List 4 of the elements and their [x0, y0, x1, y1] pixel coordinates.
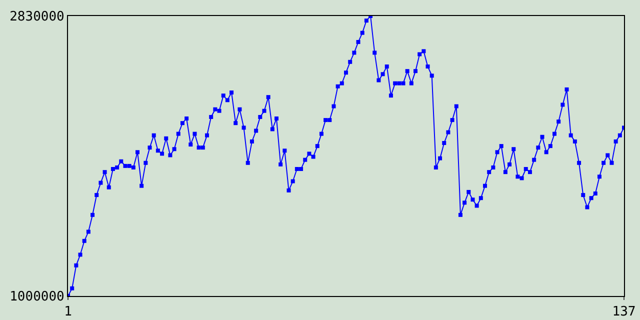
y-tick-label: 2830000	[10, 10, 64, 25]
x-tick-label: 1	[64, 304, 72, 320]
y-tick-label: 1000000	[10, 290, 64, 305]
x-tick-label: 137	[612, 304, 636, 320]
